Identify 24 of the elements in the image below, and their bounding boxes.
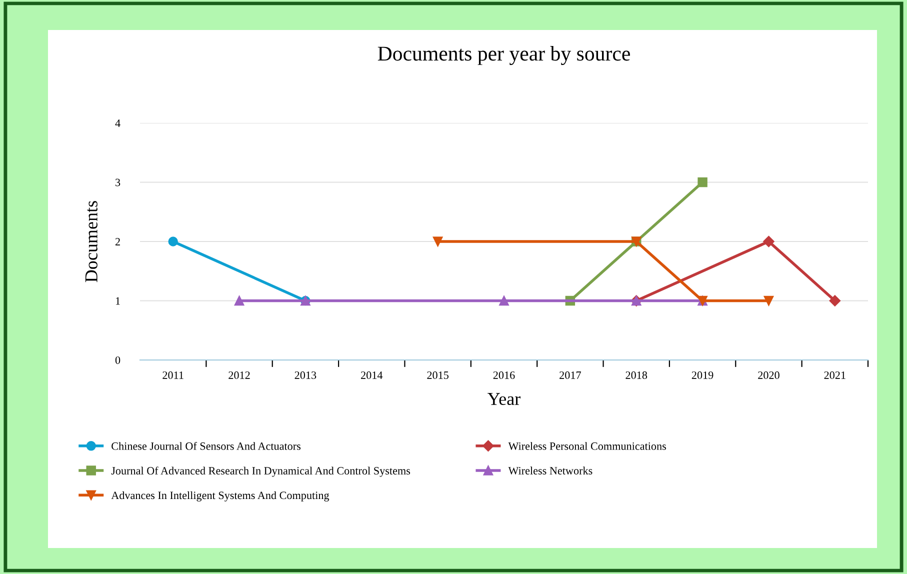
legend-label: Journal Of Advanced Research In Dynamical And Control Systems bbox=[111, 466, 410, 477]
legend-label: Chinese Journal Of Sensors And Actuators bbox=[112, 442, 301, 450]
x-tick-label: 2019 bbox=[692, 371, 714, 379]
y-tick-label: 2 bbox=[115, 238, 120, 246]
x-tick-label: 2012 bbox=[228, 371, 250, 379]
legend-label: Wireless Networks bbox=[508, 466, 592, 475]
x-tick-label: 2017 bbox=[560, 371, 581, 379]
y-axis-title: Documents bbox=[85, 201, 98, 282]
x-tick-label: 2013 bbox=[294, 371, 316, 379]
x-axis-title: Year bbox=[488, 393, 520, 406]
y-tick-label: 1 bbox=[116, 297, 120, 305]
x-tick-label: 2014 bbox=[361, 371, 383, 379]
y-tick-label: 4 bbox=[115, 120, 120, 127]
x-tick-label: 2016 bbox=[493, 371, 515, 379]
legend-label: Wireless Personal Communications bbox=[508, 442, 666, 450]
x-tick-label: 2020 bbox=[758, 371, 780, 379]
chart-title: Documents per year by source bbox=[378, 46, 630, 65]
x-tick-label: 2015 bbox=[427, 371, 448, 379]
y-tick-label: 0 bbox=[115, 356, 120, 364]
y-tick-label: 3 bbox=[116, 178, 120, 186]
x-tick-label: 2018 bbox=[626, 371, 648, 379]
x-tick-label: 2011 bbox=[162, 371, 184, 379]
x-tick-label: 2021 bbox=[824, 371, 846, 379]
legend-label: Advances In Intelligent Systems And Computing bbox=[111, 491, 330, 502]
